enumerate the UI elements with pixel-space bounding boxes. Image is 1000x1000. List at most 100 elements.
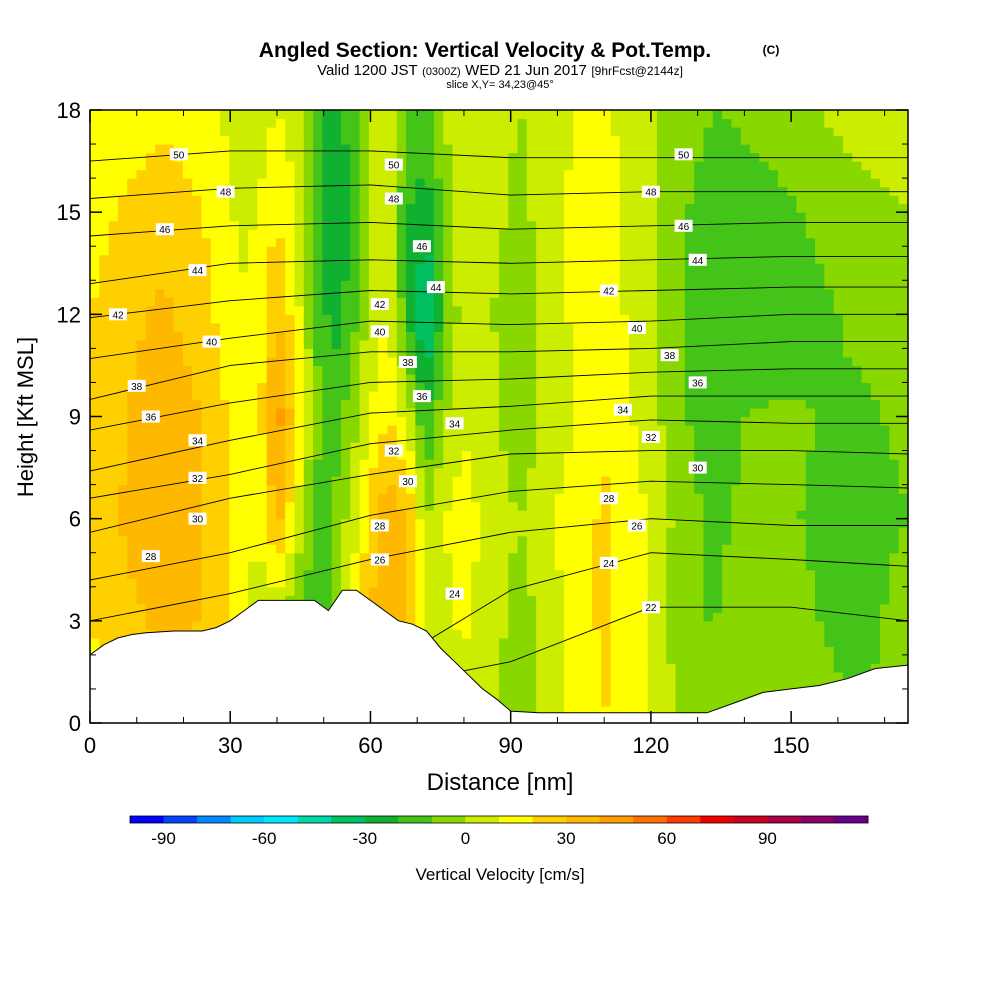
velocity-cell bbox=[136, 586, 147, 596]
velocity-cell bbox=[257, 246, 268, 256]
velocity-cell bbox=[303, 161, 314, 171]
velocity-cell bbox=[368, 161, 379, 171]
velocity-cell bbox=[694, 356, 705, 367]
velocity-cell bbox=[610, 620, 621, 630]
velocity-cell bbox=[499, 237, 509, 247]
velocity-cell bbox=[378, 152, 389, 162]
velocity-cell bbox=[127, 459, 138, 469]
velocity-cell bbox=[229, 152, 240, 162]
velocity-cell bbox=[601, 399, 612, 409]
velocity-cell bbox=[452, 288, 463, 298]
velocity-cell bbox=[638, 127, 649, 137]
velocity-cell bbox=[127, 365, 138, 375]
velocity-cell bbox=[220, 271, 231, 281]
velocity-cell bbox=[173, 510, 184, 520]
velocity-cell bbox=[294, 493, 305, 503]
velocity-cell bbox=[201, 442, 212, 452]
velocity-cell bbox=[415, 144, 426, 154]
velocity-cell bbox=[368, 212, 379, 222]
velocity-cell bbox=[452, 501, 463, 511]
velocity-cell bbox=[368, 586, 379, 596]
velocity-cell bbox=[703, 705, 714, 716]
velocity-cell bbox=[489, 561, 500, 571]
velocity-cell bbox=[257, 297, 268, 307]
velocity-cell bbox=[406, 578, 416, 588]
velocity-cell bbox=[387, 212, 398, 222]
velocity-cell bbox=[378, 254, 389, 264]
velocity-cell bbox=[610, 203, 621, 213]
velocity-cell bbox=[582, 203, 593, 213]
velocity-cell bbox=[564, 203, 574, 213]
velocity-cell bbox=[303, 152, 314, 162]
velocity-cell bbox=[415, 135, 426, 145]
velocity-cell bbox=[722, 195, 732, 205]
velocity-cell bbox=[406, 467, 416, 477]
velocity-cell bbox=[173, 339, 184, 349]
velocity-cell bbox=[229, 280, 240, 290]
velocity-cell bbox=[285, 373, 296, 384]
velocity-cell bbox=[610, 705, 621, 716]
velocity-cell bbox=[117, 144, 128, 154]
velocity-cell bbox=[526, 365, 537, 375]
velocity-cell bbox=[275, 314, 286, 324]
velocity-cell bbox=[192, 603, 203, 613]
velocity-cell bbox=[461, 484, 472, 494]
velocity-cell bbox=[443, 203, 454, 213]
velocity-cell bbox=[452, 484, 463, 494]
velocity-cell bbox=[499, 459, 509, 469]
velocity-cell bbox=[489, 459, 500, 469]
velocity-cell bbox=[582, 467, 593, 477]
velocity-cell bbox=[164, 169, 175, 179]
velocity-cell bbox=[164, 254, 175, 264]
velocity-cell bbox=[666, 544, 677, 554]
velocity-cell bbox=[257, 195, 268, 205]
velocity-cell bbox=[694, 348, 705, 358]
velocity-cell bbox=[173, 425, 184, 435]
velocity-cell bbox=[406, 246, 416, 256]
velocity-cell bbox=[712, 450, 723, 460]
velocity-cell bbox=[433, 339, 444, 349]
velocity-cell bbox=[108, 127, 119, 137]
velocity-cell bbox=[406, 331, 416, 341]
velocity-cell bbox=[554, 203, 565, 213]
velocity-cell bbox=[684, 629, 695, 639]
velocity-cell bbox=[387, 578, 398, 588]
velocity-cell bbox=[591, 484, 602, 494]
velocity-cell bbox=[499, 663, 509, 673]
velocity-cell bbox=[229, 407, 240, 418]
velocity-cell bbox=[610, 569, 621, 579]
velocity-cell bbox=[517, 254, 528, 264]
velocity-cell bbox=[387, 246, 398, 256]
velocity-cell bbox=[573, 416, 584, 426]
velocity-cell bbox=[248, 425, 258, 435]
velocity-cell bbox=[694, 212, 705, 222]
velocity-cell bbox=[192, 348, 203, 358]
velocity-cell bbox=[666, 407, 677, 418]
velocity-cell bbox=[136, 365, 147, 375]
velocity-cell bbox=[666, 152, 677, 162]
velocity-cell bbox=[155, 356, 165, 367]
velocity-cell bbox=[387, 390, 398, 401]
velocity-cell bbox=[647, 476, 658, 486]
velocity-cell bbox=[489, 450, 500, 460]
velocity-cell bbox=[601, 476, 612, 486]
velocity-cell bbox=[220, 220, 231, 230]
velocity-cell bbox=[647, 399, 658, 409]
velocity-cell bbox=[610, 484, 621, 494]
velocity-cell bbox=[257, 254, 268, 264]
velocity-cell bbox=[229, 586, 240, 596]
velocity-cell bbox=[517, 705, 528, 716]
velocity-cell bbox=[136, 339, 147, 349]
velocity-cell bbox=[582, 595, 593, 605]
velocity-cell bbox=[90, 459, 100, 469]
velocity-cell bbox=[201, 459, 212, 469]
velocity-cell bbox=[127, 127, 138, 137]
velocity-cell bbox=[675, 339, 686, 349]
velocity-cell bbox=[117, 135, 128, 145]
velocity-cell bbox=[238, 280, 249, 290]
velocity-cell bbox=[712, 442, 723, 452]
velocity-cell bbox=[294, 144, 305, 154]
velocity-cell bbox=[359, 237, 370, 247]
velocity-cell bbox=[638, 135, 649, 145]
velocity-cell bbox=[145, 620, 156, 630]
